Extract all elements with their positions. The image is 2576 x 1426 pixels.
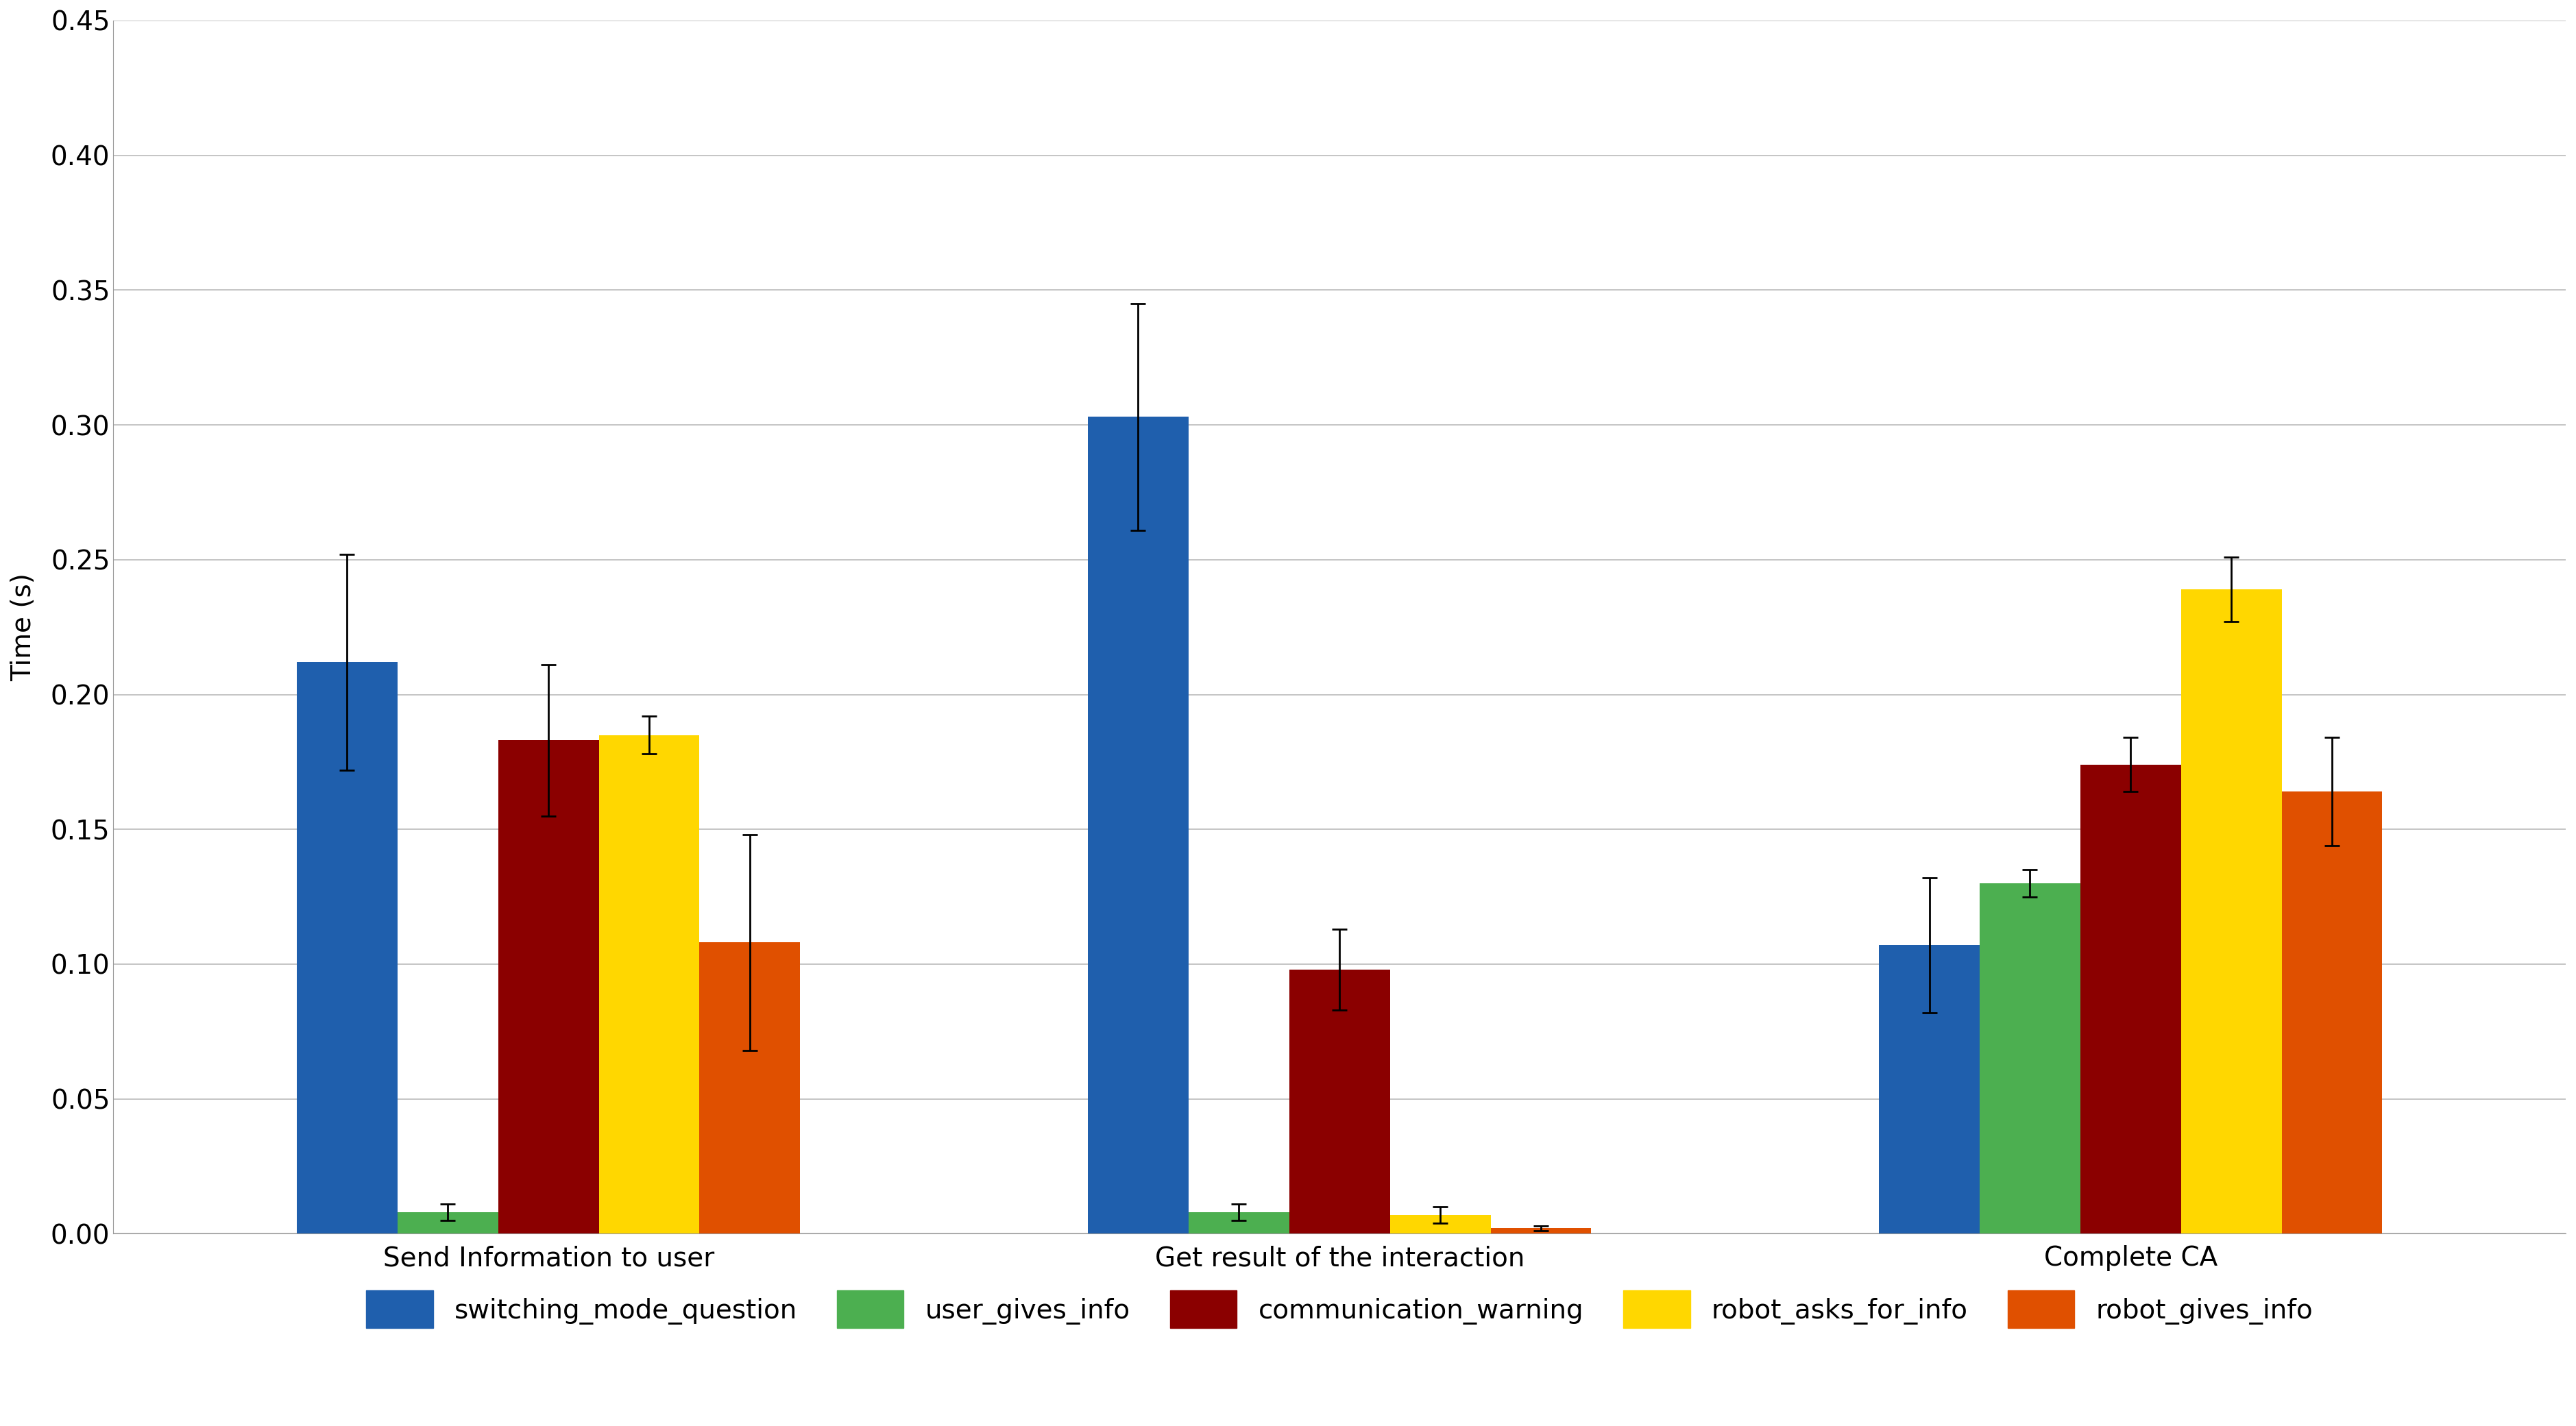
Bar — [2182, 589, 2282, 1233]
Bar — [1391, 1215, 1492, 1233]
Legend: switching_mode_question, user_gives_info, communication_warning, robot_asks_for_: switching_mode_question, user_gives_info… — [353, 1278, 2326, 1342]
Bar — [397, 1212, 497, 1233]
Bar — [1878, 945, 1978, 1233]
Bar — [2081, 764, 2182, 1233]
Bar — [1288, 970, 1391, 1233]
Bar — [1978, 883, 2081, 1233]
Bar — [1492, 1228, 1592, 1233]
Bar — [296, 662, 397, 1233]
Bar — [1188, 1212, 1288, 1233]
Bar — [2282, 791, 2383, 1233]
Bar — [701, 943, 801, 1233]
Y-axis label: Time (s): Time (s) — [10, 573, 36, 682]
Bar — [1087, 416, 1188, 1233]
Bar — [497, 740, 598, 1233]
Bar — [598, 734, 701, 1233]
